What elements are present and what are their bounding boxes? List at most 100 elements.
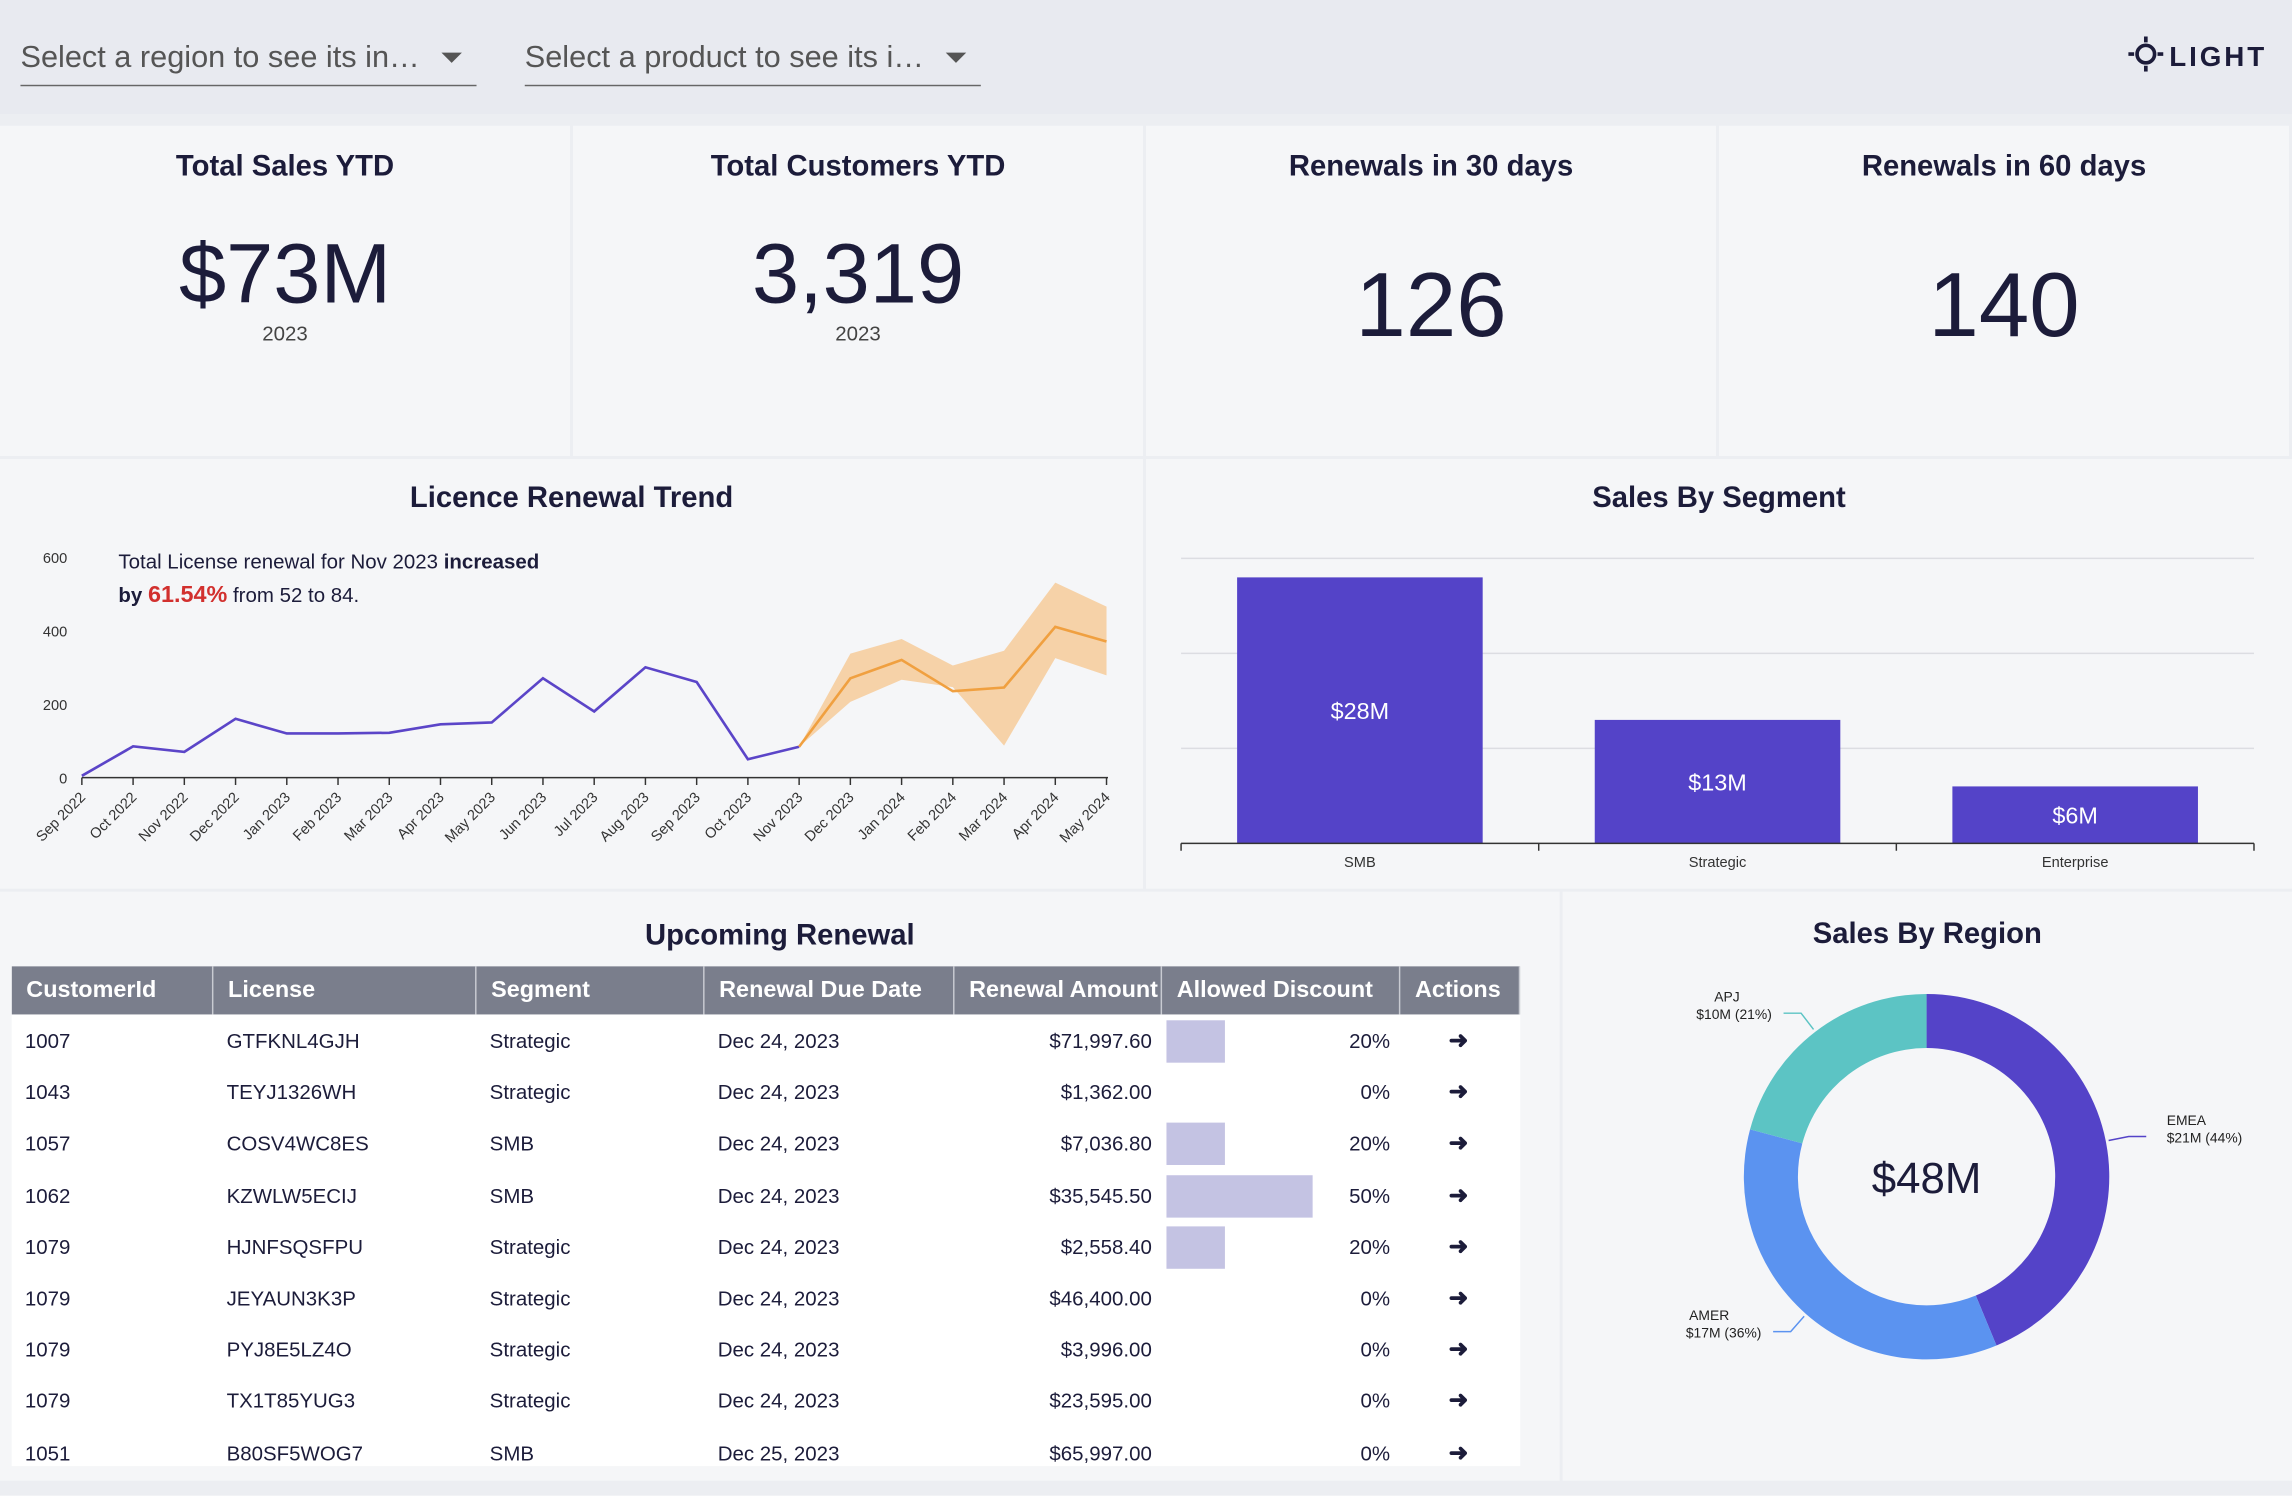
table-cell: 1043	[25, 1067, 71, 1118]
slice-name: EMEA	[2167, 1112, 2207, 1128]
kpi-value: 140	[1719, 254, 2289, 358]
x-tick-label: Feb 2023	[290, 790, 345, 845]
x-tick-label: Strategic	[1689, 855, 1747, 871]
region-select[interactable]: Select a region to see its in…	[20, 41, 476, 86]
kpi-value: $73M	[0, 225, 570, 323]
table-cell: 1079	[25, 1273, 71, 1324]
discount-label: 20%	[1349, 1016, 1390, 1067]
table-cell: HJNFSQSFPU	[227, 1222, 363, 1273]
table-row: 1079HJNFSQSFPUStrategicDec 24, 2023$2,55…	[12, 1222, 1521, 1273]
discount-bar	[1166, 1226, 1224, 1268]
table-cell: TEYJ1326WH	[227, 1067, 357, 1118]
theme-toggle[interactable]: LIGHT	[2128, 37, 2267, 75]
x-tick-label: Jan 2023	[240, 790, 294, 844]
discount-bar	[1166, 1123, 1224, 1165]
kpi-caption: 2023	[573, 322, 1143, 345]
action-button[interactable]: ➜	[1449, 1325, 1469, 1376]
table-cell: Dec 24, 2023	[718, 1016, 840, 1067]
discount-bar	[1166, 1175, 1312, 1217]
sun-icon	[2128, 37, 2163, 72]
leader-line	[2109, 1136, 2147, 1140]
donut-chart: EMEA$21M (44%)AMER$17M (36%)APJ$10M (21%…	[1563, 892, 2292, 1481]
x-tick-label: Mar 2023	[342, 790, 397, 845]
action-button[interactable]: ➜	[1449, 1428, 1469, 1467]
leader-line	[1773, 1316, 1804, 1331]
table-cell: $3,996.00	[1061, 1325, 1152, 1376]
table-cell: Dec 25, 2023	[718, 1428, 840, 1467]
series-line	[82, 667, 799, 776]
discount-label: 0%	[1361, 1067, 1391, 1118]
table-cell: Dec 24, 2023	[718, 1325, 840, 1376]
table-cell: COSV4WC8ES	[227, 1119, 369, 1170]
table-cell: Dec 24, 2023	[718, 1376, 840, 1427]
table-cell: Strategic	[490, 1376, 571, 1427]
theme-label: LIGHT	[2169, 42, 2267, 73]
center-label: $48M	[1872, 1154, 1982, 1203]
x-tick-label: Enterprise	[2042, 855, 2109, 871]
annotation-text: by	[118, 583, 148, 606]
table-title: Upcoming Renewal	[0, 919, 1560, 953]
column-header: CustomerId	[12, 966, 214, 1014]
annotation-change: 61.54%	[148, 583, 227, 608]
kpi-value: 126	[1146, 254, 1716, 358]
action-button[interactable]: ➜	[1449, 1222, 1469, 1273]
x-tick-label: Dec 2023	[802, 790, 858, 846]
table-cell: JEYAUN3K3P	[227, 1273, 356, 1324]
action-button[interactable]: ➜	[1449, 1170, 1469, 1221]
annotation-emphasis: increased	[444, 550, 540, 573]
discount-label: 0%	[1361, 1428, 1391, 1467]
product-select[interactable]: Select a product to see its i…	[525, 41, 981, 86]
table-cell: Dec 24, 2023	[718, 1222, 840, 1273]
table-cell: PYJ8E5LZ4O	[227, 1325, 352, 1376]
y-tick-label: 200	[43, 698, 67, 714]
table-cell: $46,400.00	[1049, 1273, 1151, 1324]
table-cell: SMB	[490, 1428, 534, 1467]
action-button[interactable]: ➜	[1449, 1273, 1469, 1324]
bar-label: $6M	[2052, 803, 2097, 829]
discount-label: 0%	[1361, 1325, 1391, 1376]
table-row: 1079TX1T85YUG3StrategicDec 24, 2023$23,5…	[12, 1376, 1521, 1427]
discount-label: 20%	[1349, 1119, 1390, 1170]
table-row: 1062KZWLW5ECIJSMBDec 24, 2023$35,545.505…	[12, 1170, 1521, 1221]
table-cell: TX1T85YUG3	[227, 1376, 356, 1427]
slice-label: $10M (21%)	[1696, 1006, 1772, 1022]
bar-label: $13M	[1688, 769, 1746, 795]
action-button[interactable]: ➜	[1449, 1376, 1469, 1427]
annotation: Total License renewal for Nov 2023 incre…	[118, 545, 539, 612]
line-chart: 0200400600Sep 2022Oct 2022Nov 2022Dec 20…	[0, 459, 1143, 889]
y-tick-label: 400	[43, 624, 67, 640]
action-button[interactable]: ➜	[1449, 1067, 1469, 1118]
kpi-caption: 2023	[0, 322, 570, 345]
action-button[interactable]: ➜	[1449, 1119, 1469, 1170]
kpi-card: Total Customers YTD3,3192023	[573, 126, 1143, 456]
column-header: Renewal Amount	[955, 966, 1163, 1014]
x-tick-label: Oct 2022	[87, 790, 140, 843]
x-tick-label: Nov 2023	[751, 790, 807, 846]
discount-bar	[1166, 1020, 1224, 1062]
x-tick-label: May 2023	[442, 790, 499, 847]
table-cell: 1079	[25, 1222, 71, 1273]
x-tick-label: Sep 2022	[34, 790, 90, 846]
table-row: 1079 JEYAUN3K3P Strategic Dec 24, 2023 $46,4…	[12, 1273, 1521, 1324]
kpi-value: 3,319	[573, 225, 1143, 323]
table-cell: 1007	[25, 1016, 71, 1067]
forecast-band	[799, 583, 1106, 747]
annotation-text: from 52 to 84.	[227, 583, 359, 606]
table-row: 1051B80SF5WOG7SMBDec 25, 2023$65,997.000…	[12, 1428, 1521, 1467]
discount-label: 0%	[1361, 1273, 1391, 1324]
table-cell: Dec 24, 2023	[718, 1273, 840, 1324]
x-tick-label: Nov 2022	[136, 790, 192, 846]
table-cell: 1079	[25, 1376, 71, 1427]
x-tick-label: May 2024	[1057, 790, 1114, 847]
top-bar: Select a region to see its in… Select a …	[0, 0, 2292, 114]
y-tick-label: 0	[59, 771, 67, 787]
bar-chart: $28MSMB$13MStrategic$6MEnterprise	[1146, 459, 2292, 889]
action-button[interactable]: ➜	[1449, 1016, 1469, 1067]
table-cell: GTFKNL4GJH	[227, 1016, 360, 1067]
x-tick-label: Feb 2024	[905, 790, 960, 845]
table-header: CustomerIdLicenseSegmentRenewal Due Date…	[12, 966, 1521, 1014]
slice-name: APJ	[1714, 988, 1739, 1004]
table-cell: Dec 24, 2023	[718, 1170, 840, 1221]
table-cell: Strategic	[490, 1273, 571, 1324]
